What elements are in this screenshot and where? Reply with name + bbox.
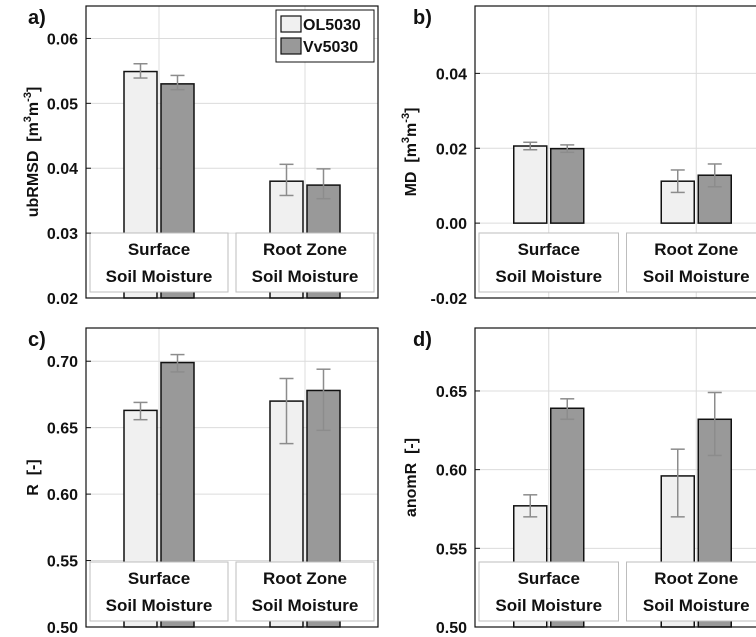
axes-frame xyxy=(85,327,379,628)
category-label: Root Zone xyxy=(654,569,738,588)
category-label: Root Zone xyxy=(263,569,347,588)
y-tick-label: 0.02 xyxy=(436,141,467,158)
y-tick-label: 0.50 xyxy=(47,620,78,637)
category-label: Soil Moisture xyxy=(106,267,213,286)
y-tick-label: 0.65 xyxy=(436,384,467,401)
category-label: Surface xyxy=(128,240,190,259)
category-label: Soil Moisture xyxy=(495,267,602,286)
y-axis-label: ubRMSD [m3m-3] xyxy=(22,87,42,218)
y-tick-label: 0.60 xyxy=(436,463,467,480)
category-label: Soil Moisture xyxy=(495,596,602,615)
category-label: Soil Moisture xyxy=(252,596,359,615)
axes-frame xyxy=(474,327,756,628)
y-tick-label: 0.55 xyxy=(47,554,78,571)
y-tick-label: 0.05 xyxy=(47,96,78,113)
unit-bracket-close: ] xyxy=(403,108,420,113)
category-label: Soil Moisture xyxy=(252,267,359,286)
y-axis-label: MD [m3m-3] xyxy=(400,108,420,197)
unit-part: -3 xyxy=(400,113,412,123)
axes-frame xyxy=(85,5,379,299)
category-label: Soil Moisture xyxy=(643,596,750,615)
axes-frame xyxy=(474,5,756,299)
category-label-box xyxy=(89,561,229,622)
unit-bracket-close: ] xyxy=(25,87,42,92)
unit-part: m xyxy=(403,123,420,137)
panel-a: Surface Soil Moisture Root Zone Soil Moistu… xyxy=(22,5,379,308)
unit-part: 3 xyxy=(22,116,34,122)
y-axis-label: R [-] xyxy=(25,459,42,495)
y-axis-label-name: R xyxy=(25,484,42,496)
unit-part: m xyxy=(403,143,420,157)
category-label-box xyxy=(89,232,229,293)
y-tick-label: 0.65 xyxy=(47,421,78,438)
panel-d: Surface Soil Moisture Root Zone Soil Moistu… xyxy=(403,327,756,637)
category-label: Soil Moisture xyxy=(643,267,750,286)
unit-part: -3 xyxy=(22,92,34,102)
legend-swatch-ol5030 xyxy=(280,15,302,33)
category-label-box xyxy=(626,561,756,622)
category-label: Surface xyxy=(518,240,580,259)
category-label-box xyxy=(478,232,619,293)
category-label: Surface xyxy=(518,569,580,588)
bar-ol5030 xyxy=(513,145,548,224)
unit-bracket-open: [ xyxy=(25,136,42,151)
panel-label: c) xyxy=(28,329,46,351)
y-axis-label-name: anomR xyxy=(403,462,420,517)
unit-part: m xyxy=(25,102,42,116)
category-label-box xyxy=(478,561,619,622)
panel-label: d) xyxy=(413,329,432,351)
panel-label: b) xyxy=(413,7,432,29)
y-tick-label: 0.06 xyxy=(47,31,78,48)
unit-bracket-open: [ xyxy=(403,157,420,172)
panel-label: a) xyxy=(28,7,46,29)
legend-label: Vv5030 xyxy=(303,39,358,56)
category-label: Root Zone xyxy=(654,240,738,259)
category-label: Surface xyxy=(128,569,190,588)
category-label: Soil Moisture xyxy=(106,596,213,615)
y-tick-label: 0.55 xyxy=(436,541,467,558)
category-label-box xyxy=(235,232,375,293)
y-axis-label-name: MD xyxy=(403,172,420,197)
y-tick-label: 0.50 xyxy=(436,620,467,637)
y-tick-label: 0.02 xyxy=(47,291,78,308)
y-tick-label: -0.02 xyxy=(431,291,468,308)
panel-c: Surface Soil Moisture Root Zone Soil Moistu… xyxy=(25,327,379,637)
category-label-box xyxy=(626,232,756,293)
unit-part: m xyxy=(25,122,42,136)
y-tick-label: 0.60 xyxy=(47,487,78,504)
category-label-box xyxy=(235,561,375,622)
y-axis-label-name: ubRMSD xyxy=(25,151,42,218)
y-tick-label: 0.04 xyxy=(436,66,467,83)
y-tick-label: 0.03 xyxy=(47,226,78,243)
category-label: Root Zone xyxy=(263,240,347,259)
y-axis-unit: [-] xyxy=(403,438,420,458)
legend-label: OL5030 xyxy=(303,17,361,34)
y-tick-label: 0.04 xyxy=(47,161,78,178)
legend-swatch-vv5030 xyxy=(280,37,302,55)
y-axis-unit: [-] xyxy=(25,459,42,479)
unit-part: 3 xyxy=(400,137,412,143)
panel-b: Surface Soil Moisture Root Zone Soil Moistu… xyxy=(400,5,756,308)
y-tick-label: 0.00 xyxy=(436,216,467,233)
y-tick-label: 0.70 xyxy=(47,354,78,371)
bar-vv5030 xyxy=(550,147,585,224)
y-axis-label: anomR [-] xyxy=(403,438,420,517)
